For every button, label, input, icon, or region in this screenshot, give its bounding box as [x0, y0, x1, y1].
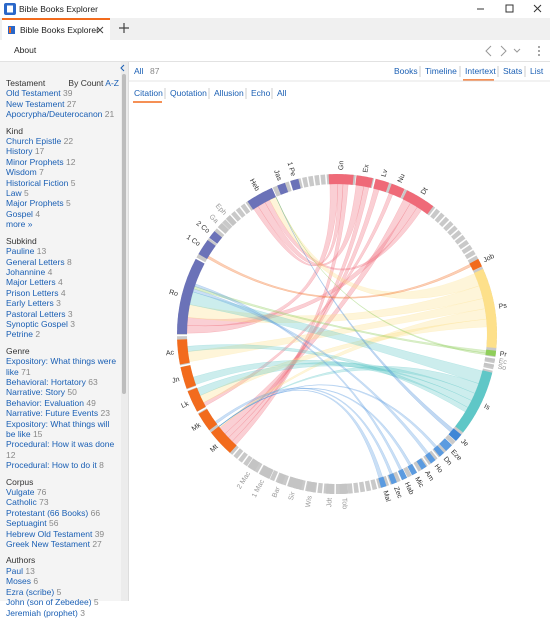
book-label: So — [497, 364, 507, 373]
book-label: Wis — [305, 495, 314, 508]
book-arc[interactable] — [292, 184, 300, 186]
book-label: Sir — [288, 491, 297, 502]
facet-count: 3 — [80, 608, 85, 618]
book-label: 1 Mac — [251, 478, 266, 499]
book-label: Je — [459, 438, 469, 448]
book-arc[interactable] — [229, 219, 233, 223]
sub-tab[interactable]: Citation — [134, 88, 163, 98]
book-label: 1 Pe — [286, 161, 297, 177]
book-label: Mt — [209, 444, 220, 454]
view-tab[interactable]: Intertext — [465, 66, 496, 76]
book-label: Job — [482, 253, 495, 264]
book-arc[interactable] — [289, 481, 302, 485]
book-arc[interactable] — [390, 478, 395, 480]
book-arc[interactable] — [262, 470, 272, 475]
book-arc[interactable] — [428, 456, 432, 459]
book-label: Am — [423, 470, 435, 483]
book-label: Mal — [381, 490, 391, 503]
book-arc[interactable] — [329, 179, 353, 180]
book-arc[interactable] — [380, 481, 385, 483]
book-arc[interactable] — [222, 226, 226, 230]
main-overlay: All 87 Books Timeline Intertext Stats List Cita… — [0, 0, 550, 601]
book-arc[interactable] — [279, 478, 284, 480]
all-count: 87 — [150, 66, 160, 76]
book-arc[interactable] — [437, 449, 441, 453]
book-arc[interactable] — [490, 350, 491, 355]
book-arc[interactable] — [250, 463, 257, 467]
book-arc[interactable] — [279, 187, 287, 190]
book-arc[interactable] — [443, 442, 449, 448]
book-arc[interactable] — [374, 184, 387, 188]
book-label: Ac — [166, 349, 175, 357]
book-arc[interactable] — [474, 261, 478, 268]
book-label: Jn — [171, 376, 180, 385]
view-tab[interactable]: List — [530, 66, 544, 76]
book-label: Ps — [498, 302, 508, 310]
book-label: Dn — [442, 456, 453, 467]
book-label: Jdt — [326, 498, 333, 508]
book-arc[interactable] — [400, 473, 405, 475]
book-label: 2 Co — [195, 220, 211, 235]
book-arc[interactable] — [489, 364, 490, 367]
book-label: Tob — [340, 498, 347, 510]
book-label: Lv — [381, 168, 390, 178]
book-arc[interactable] — [410, 468, 415, 471]
book-arc[interactable] — [213, 234, 218, 240]
book-label: Zec — [392, 486, 403, 500]
book-label: Heb — [248, 178, 260, 193]
book-label: Mic — [413, 476, 425, 489]
chords — [187, 184, 487, 478]
facet-label[interactable]: Jeremiah (prophet) — [6, 608, 78, 618]
book-arc[interactable] — [419, 463, 424, 466]
book-label: Is — [483, 403, 491, 412]
view-tab[interactable]: Timeline — [425, 66, 457, 76]
book-label: 2 Mac — [236, 470, 252, 490]
all-filter[interactable]: All — [134, 66, 144, 76]
book-arc[interactable] — [452, 432, 457, 438]
book-label: Nu — [397, 173, 407, 184]
book-label: Eph — [214, 203, 228, 217]
book-label: Ho — [433, 463, 444, 474]
book-arc[interactable] — [203, 243, 212, 257]
book-arc[interactable] — [356, 180, 372, 183]
sub-tab[interactable]: Echo — [251, 88, 271, 98]
book-label: Hab — [403, 481, 415, 496]
book-arc[interactable] — [307, 486, 315, 487]
book-label: Ex — [362, 163, 370, 173]
sub-tab[interactable]: Quotation — [170, 88, 207, 98]
book-arc[interactable] — [182, 339, 185, 363]
book-label: Ga — [208, 213, 220, 225]
sub-tab[interactable]: All — [277, 88, 287, 98]
book-arc[interactable] — [390, 188, 402, 193]
view-tab[interactable]: Stats — [503, 66, 522, 76]
book-label: Dt — [420, 187, 430, 197]
book-arc[interactable] — [203, 412, 213, 428]
book-arc[interactable] — [185, 366, 191, 387]
book-label: Gn — [338, 161, 345, 171]
sub-tab[interactable]: Allusion — [214, 88, 244, 98]
facet-item[interactable]: Jeremiah (prophet) 3 — [6, 608, 119, 618]
book-label: 1 Co — [185, 234, 201, 248]
app-window: Bible Books Explorer Bible Books Explore… — [0, 0, 550, 601]
book-label: Mk — [191, 422, 203, 433]
book-label: Jas — [272, 169, 283, 182]
book-label: Ro — [168, 289, 178, 298]
book-label: Lk — [180, 400, 190, 410]
view-tab[interactable]: Books — [394, 66, 418, 76]
book-label: Bar — [271, 485, 282, 498]
